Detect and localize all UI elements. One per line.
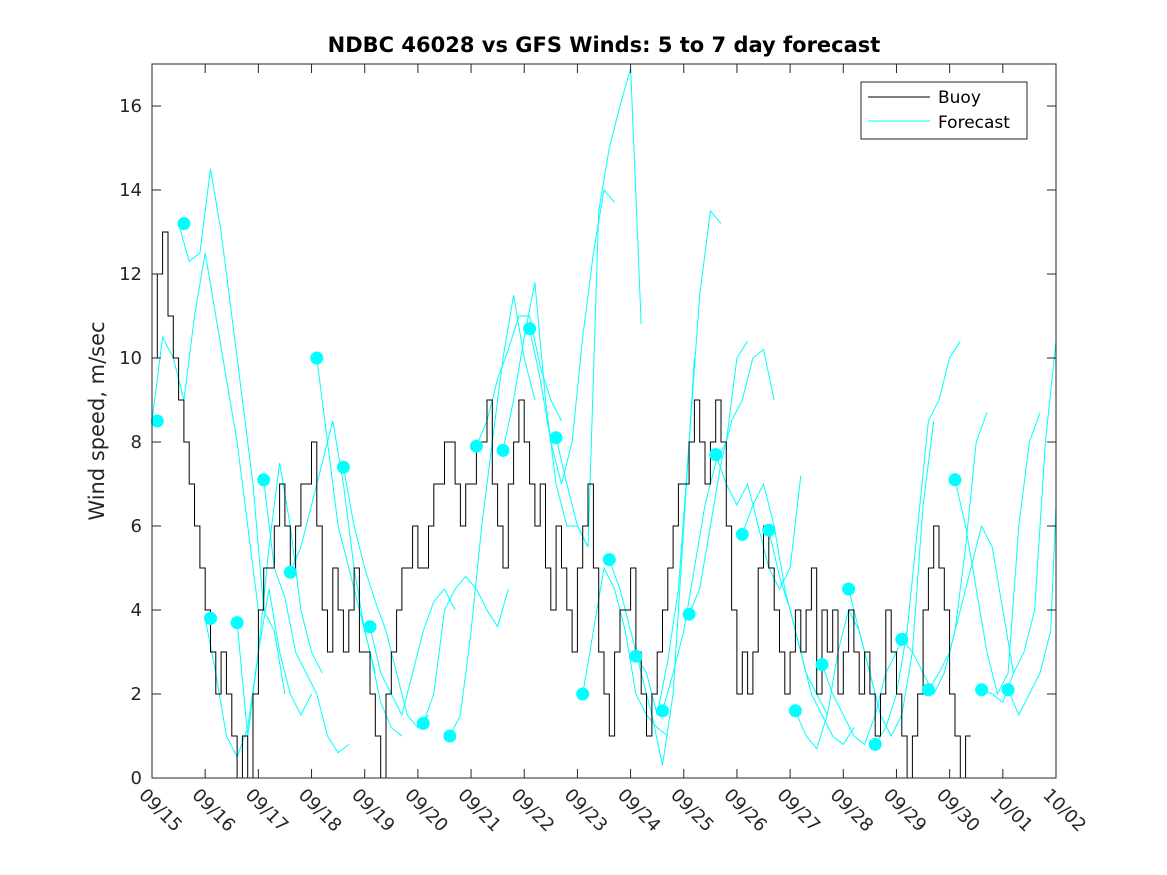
forecast-point <box>230 616 244 630</box>
forecast-run-line <box>342 467 429 729</box>
forecast-point <box>257 473 271 487</box>
forecast-run-line <box>927 524 1014 691</box>
forecast-run-line <box>178 168 286 695</box>
y-tick-label: 6 <box>131 516 142 537</box>
forecast-run-line <box>236 462 323 737</box>
legend-box <box>860 81 1028 140</box>
forecast-point <box>788 704 802 718</box>
forecast-point <box>735 527 749 541</box>
forecast-point <box>283 565 297 579</box>
forecast-point <box>921 683 935 697</box>
axes-box <box>151 63 1057 779</box>
forecast-point <box>416 716 430 730</box>
forecast-run-line <box>768 530 855 746</box>
forecast-point <box>762 523 776 537</box>
forecast-point <box>177 217 191 231</box>
forecast-point <box>549 431 563 445</box>
forecast-point <box>868 737 882 751</box>
forecast-run-line <box>555 68 642 548</box>
forecast-run-line <box>874 340 961 745</box>
forecast-point <box>496 443 510 457</box>
forecast-run-line <box>741 482 828 716</box>
forecast-point <box>1001 683 1015 697</box>
y-tick-label: 12 <box>119 264 142 285</box>
forecast-point <box>469 439 483 453</box>
forecast-point <box>842 582 856 596</box>
forecast-point <box>709 448 723 462</box>
forecast-point <box>363 620 377 634</box>
forecast-run-line <box>151 252 259 611</box>
forecast-point <box>948 473 962 487</box>
forecast-run-line <box>981 341 1057 704</box>
legend-buoy-label: Buoy <box>938 88 981 108</box>
forecast-run-line <box>369 588 456 717</box>
forecast-point <box>682 607 696 621</box>
forecast-point <box>656 704 669 718</box>
forecast-point <box>895 632 909 646</box>
forecast-run-line <box>529 188 615 485</box>
forecast-run-line <box>662 340 749 711</box>
forecast-run-line <box>289 420 376 674</box>
forecast-point <box>150 414 164 428</box>
buoy-series <box>152 231 971 779</box>
forecast-point <box>815 658 829 672</box>
y-tick-label: 4 <box>131 600 142 621</box>
y-tick-label: 0 <box>131 768 142 789</box>
y-tick-label: 2 <box>131 684 142 705</box>
forecast-point <box>629 649 643 663</box>
forecast-run-line <box>688 348 775 615</box>
forecast-point <box>576 687 590 701</box>
forecast-point <box>443 729 457 743</box>
forecast-run-line <box>475 315 562 447</box>
forecast-run-line <box>422 575 509 724</box>
forecast-run-line <box>954 412 1041 696</box>
forecast-point <box>523 322 537 336</box>
forecast-run-line <box>635 209 722 716</box>
forecast-run-line <box>848 420 935 738</box>
chart-title: NDBC 46028 vs GFS Winds: 5 to 7 day fore… <box>328 33 881 57</box>
forecast-point <box>975 683 989 697</box>
forecast-run-line <box>715 454 802 591</box>
forecast-markers <box>150 217 1015 751</box>
legend-forecast-label: Forecast <box>938 113 1010 133</box>
forecast-point <box>310 351 324 365</box>
forecast-run-line <box>263 479 350 754</box>
forecast-run-line <box>502 282 589 548</box>
y-tick-label: 8 <box>131 432 142 453</box>
y-axis-label: Wind speed, m/sec <box>85 321 109 520</box>
y-tick-label: 16 <box>119 96 142 117</box>
y-axis: 0 2 4 6 8 10 12 14 16 <box>119 96 1056 789</box>
forecast-point <box>204 611 217 625</box>
forecast-point <box>336 460 350 474</box>
y-tick-label: 14 <box>119 180 142 201</box>
y-tick-label: 10 <box>119 348 142 369</box>
forecast-point <box>602 553 616 567</box>
forecast-run-line <box>901 412 988 696</box>
plot-area <box>150 64 1057 779</box>
legend: Buoy Forecast <box>860 81 1028 140</box>
buoy-line <box>152 231 971 779</box>
forecast-run-line <box>821 630 908 746</box>
